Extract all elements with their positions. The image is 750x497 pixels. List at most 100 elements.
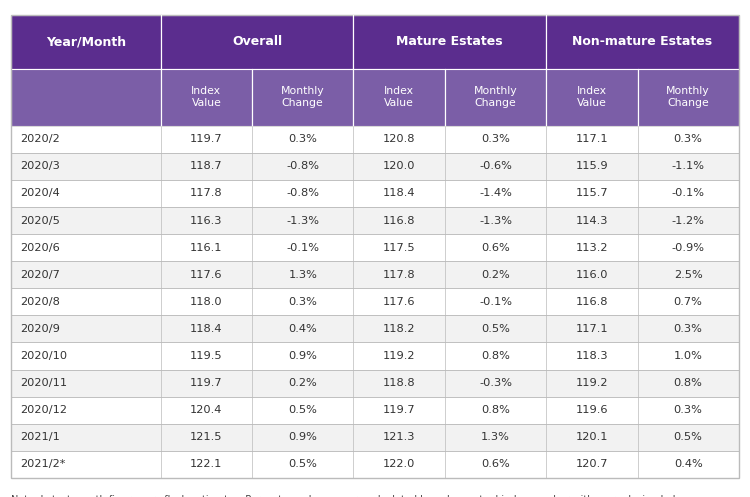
Text: 116.0: 116.0 (575, 270, 608, 280)
Bar (11, 69, 160, 126)
Text: 116.1: 116.1 (190, 243, 223, 252)
Text: -1.4%: -1.4% (479, 188, 512, 198)
Text: 2021/2*: 2021/2* (20, 459, 66, 469)
Text: -1.1%: -1.1% (672, 162, 705, 171)
Text: Mature Estates: Mature Estates (396, 35, 503, 48)
Text: Note: Latest month figures are flash estimates. Percentage changes are calculate: Note: Latest month figures are flash est… (11, 495, 698, 497)
Text: 119.7: 119.7 (382, 405, 416, 415)
Text: 0.6%: 0.6% (481, 459, 510, 469)
Text: 0.4%: 0.4% (288, 324, 317, 334)
Text: Index
Value: Index Value (384, 86, 414, 108)
Text: -0.3%: -0.3% (479, 378, 512, 388)
Text: 120.4: 120.4 (190, 405, 223, 415)
Text: Year/Month: Year/Month (46, 35, 126, 48)
Bar (353, 15, 546, 69)
Text: 0.2%: 0.2% (481, 270, 510, 280)
Text: -1.2%: -1.2% (672, 216, 704, 226)
Text: 121.3: 121.3 (382, 432, 416, 442)
Text: 120.8: 120.8 (382, 134, 416, 144)
Text: 118.4: 118.4 (190, 324, 223, 334)
Bar (160, 15, 353, 69)
Text: -1.3%: -1.3% (479, 216, 512, 226)
Text: 119.5: 119.5 (190, 351, 223, 361)
Text: 118.8: 118.8 (382, 378, 416, 388)
Bar (11, 315, 739, 342)
Bar (546, 15, 739, 69)
Text: -1.3%: -1.3% (286, 216, 320, 226)
Text: 0.7%: 0.7% (674, 297, 703, 307)
Text: -0.8%: -0.8% (286, 188, 320, 198)
Text: 0.5%: 0.5% (288, 459, 317, 469)
Text: 116.8: 116.8 (575, 297, 608, 307)
Text: Index
Value: Index Value (191, 86, 221, 108)
Text: 0.3%: 0.3% (674, 405, 703, 415)
Text: 2020/3: 2020/3 (20, 162, 60, 171)
Text: 120.7: 120.7 (575, 459, 608, 469)
Text: 119.7: 119.7 (190, 134, 223, 144)
Text: 118.0: 118.0 (190, 297, 223, 307)
Text: 114.3: 114.3 (575, 216, 608, 226)
Text: 0.5%: 0.5% (288, 405, 317, 415)
Text: 117.5: 117.5 (382, 243, 416, 252)
Text: 117.8: 117.8 (382, 270, 416, 280)
Text: 117.6: 117.6 (190, 270, 223, 280)
Text: 0.8%: 0.8% (481, 405, 510, 415)
Text: 0.6%: 0.6% (481, 243, 510, 252)
Text: 2020/8: 2020/8 (20, 297, 60, 307)
Bar (11, 15, 160, 69)
Text: 0.9%: 0.9% (288, 351, 317, 361)
Text: Monthly
Change: Monthly Change (474, 86, 518, 108)
Bar (11, 451, 739, 478)
Text: 0.4%: 0.4% (674, 459, 703, 469)
Text: 118.7: 118.7 (190, 162, 223, 171)
Text: 118.3: 118.3 (575, 351, 608, 361)
Text: 2021/1: 2021/1 (20, 432, 60, 442)
Text: 0.2%: 0.2% (288, 378, 317, 388)
Text: 2020/2: 2020/2 (20, 134, 60, 144)
Bar (638, 69, 739, 126)
Text: -0.1%: -0.1% (672, 188, 705, 198)
Bar (11, 180, 739, 207)
Text: 1.3%: 1.3% (481, 432, 510, 442)
Text: 0.8%: 0.8% (481, 351, 510, 361)
Text: Overall: Overall (232, 35, 282, 48)
Bar (11, 423, 739, 451)
Text: 2020/10: 2020/10 (20, 351, 68, 361)
Text: 0.5%: 0.5% (481, 324, 510, 334)
Bar (160, 69, 252, 126)
Bar (11, 234, 739, 261)
Text: 118.4: 118.4 (382, 188, 416, 198)
Text: 119.2: 119.2 (575, 378, 608, 388)
Text: 116.3: 116.3 (190, 216, 223, 226)
Text: Monthly
Change: Monthly Change (666, 86, 710, 108)
Text: 117.6: 117.6 (382, 297, 416, 307)
Bar (11, 207, 739, 234)
Bar (11, 153, 739, 180)
Text: 1.3%: 1.3% (288, 270, 317, 280)
Text: Index
Value: Index Value (577, 86, 607, 108)
Bar (445, 69, 546, 126)
Text: 122.1: 122.1 (190, 459, 223, 469)
Text: 0.3%: 0.3% (288, 297, 317, 307)
Text: 117.1: 117.1 (575, 324, 608, 334)
Bar (11, 126, 739, 153)
Text: 115.9: 115.9 (575, 162, 608, 171)
Bar (11, 369, 739, 397)
Text: 1.0%: 1.0% (674, 351, 703, 361)
Text: 0.5%: 0.5% (674, 432, 703, 442)
Text: 117.8: 117.8 (190, 188, 223, 198)
Text: 2020/12: 2020/12 (20, 405, 68, 415)
Text: -0.1%: -0.1% (286, 243, 320, 252)
Text: Monthly
Change: Monthly Change (281, 86, 325, 108)
Bar (546, 69, 638, 126)
Bar (11, 288, 739, 315)
Text: 0.9%: 0.9% (288, 432, 317, 442)
Text: -0.8%: -0.8% (286, 162, 320, 171)
Text: 113.2: 113.2 (575, 243, 608, 252)
Text: 121.5: 121.5 (190, 432, 223, 442)
Text: 116.8: 116.8 (382, 216, 416, 226)
Text: 117.1: 117.1 (575, 134, 608, 144)
Text: -0.1%: -0.1% (479, 297, 512, 307)
Text: 2020/7: 2020/7 (20, 270, 60, 280)
Bar (11, 261, 739, 288)
